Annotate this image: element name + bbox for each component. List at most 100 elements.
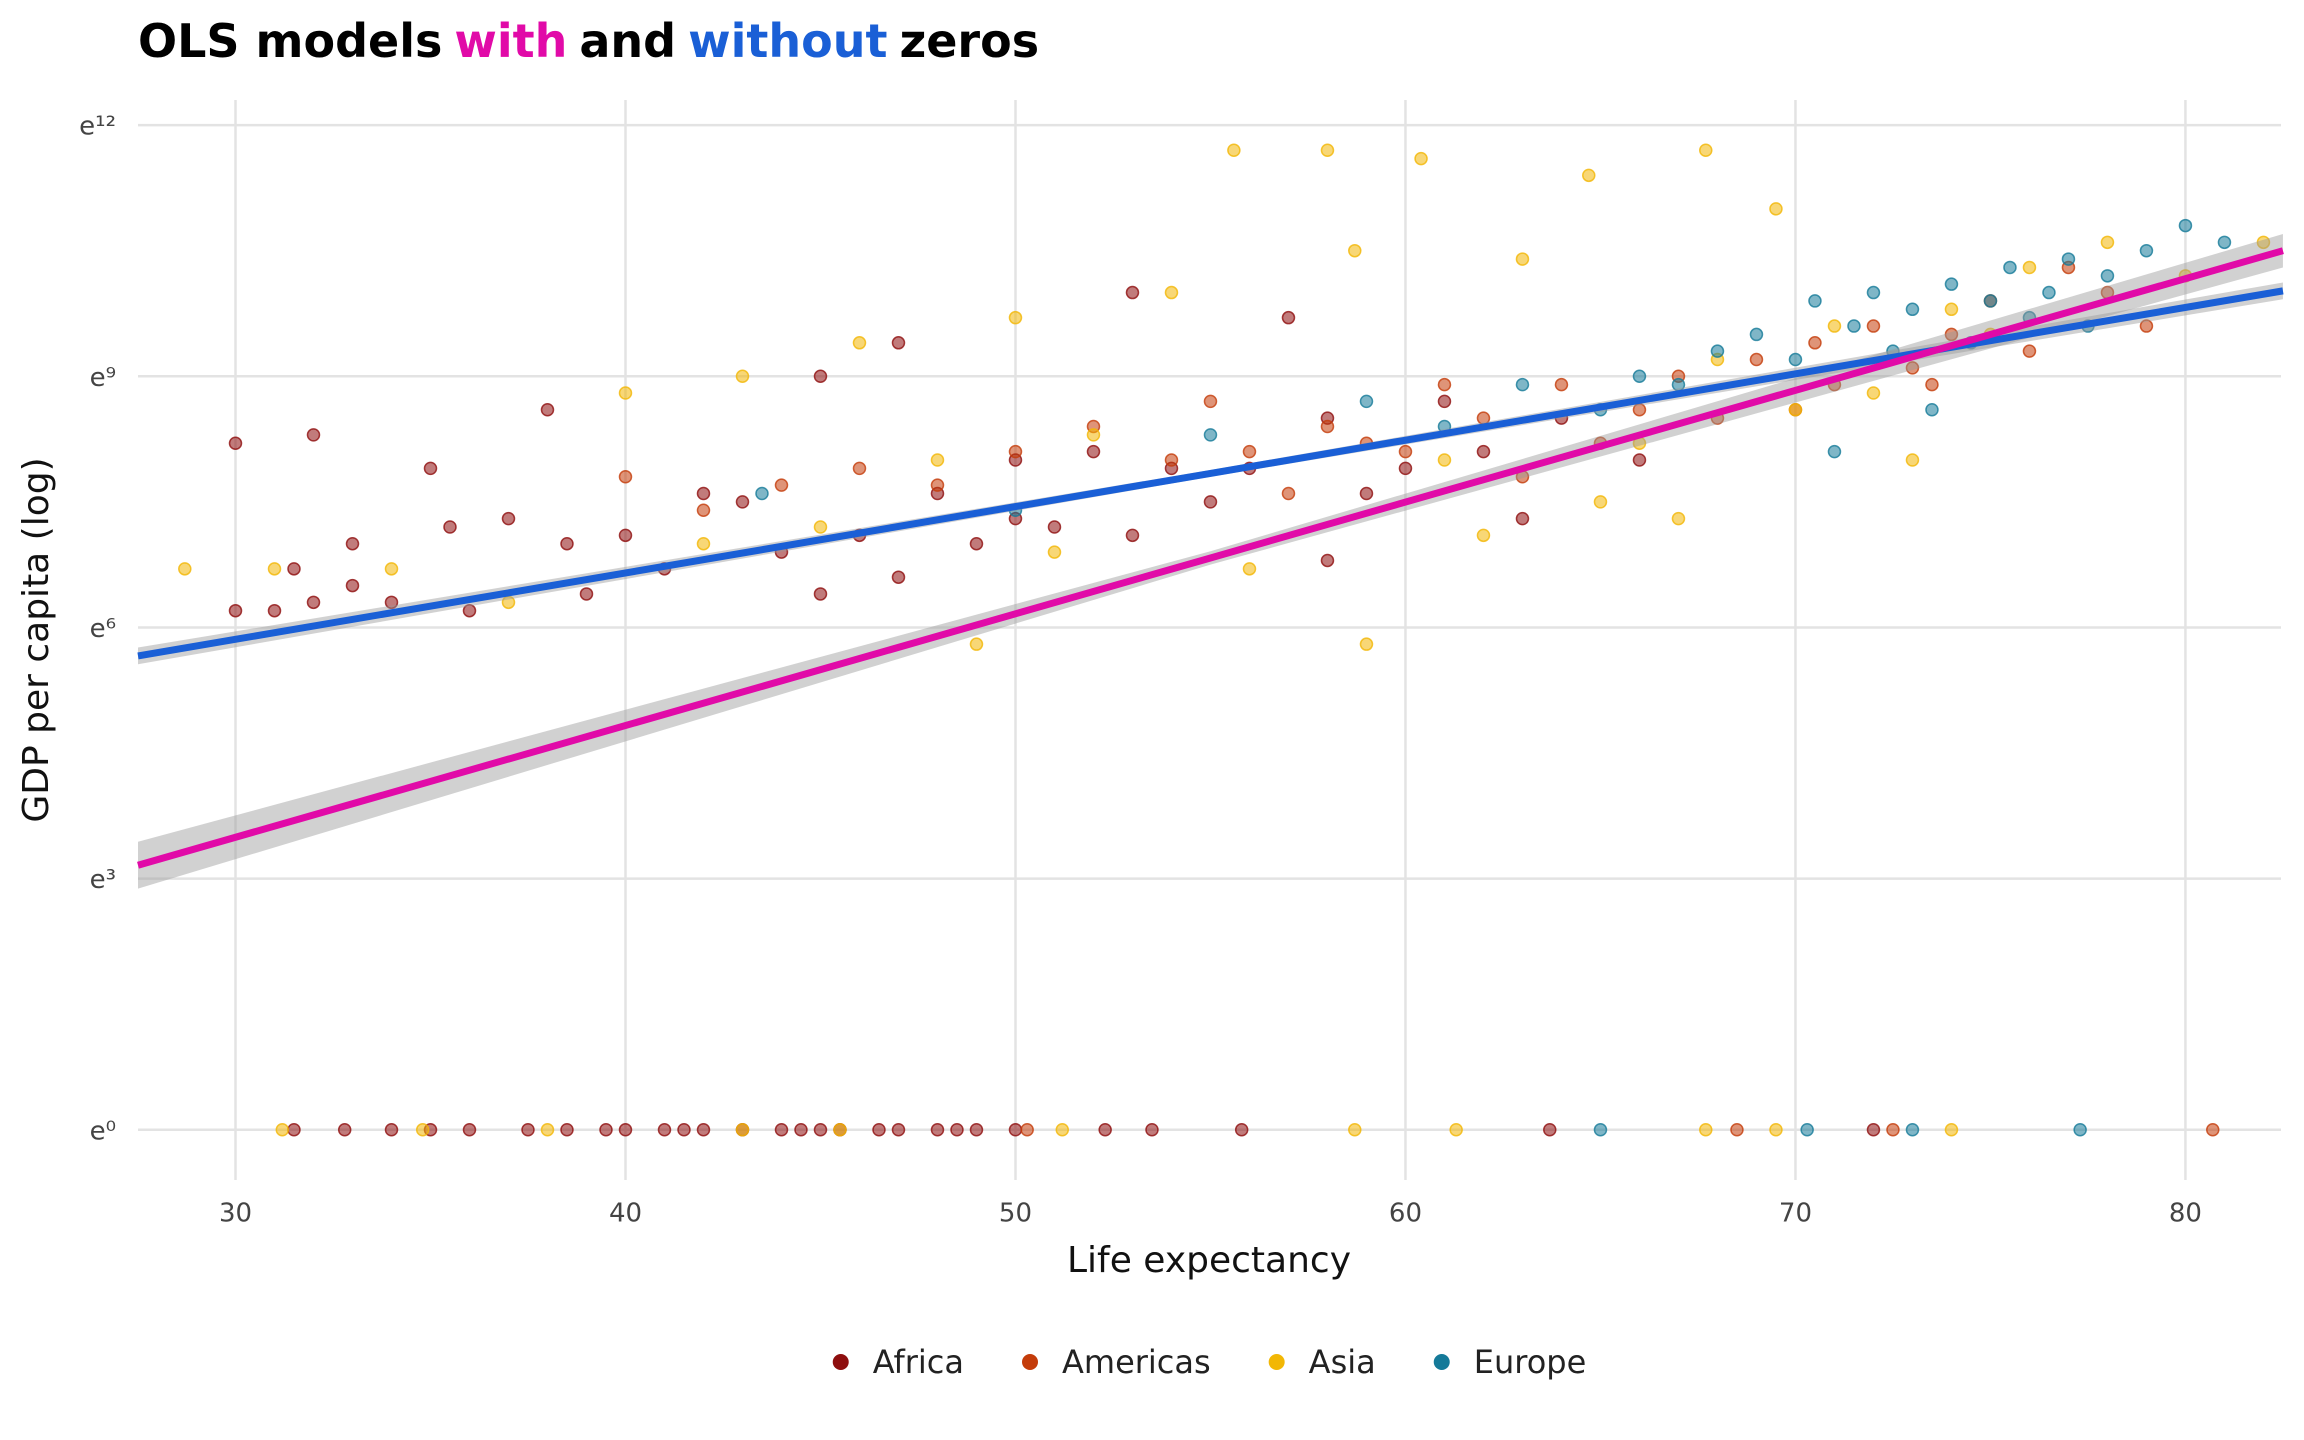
point [1320,143,1335,157]
point [1234,1123,1249,1137]
point [1944,277,1959,291]
point [384,1123,399,1137]
point [2100,269,2115,283]
legend-marker [1022,1354,1038,1370]
point [1632,369,1647,384]
point [178,562,192,576]
point [1808,336,1822,350]
point [1925,377,1939,392]
point [1320,419,1335,434]
y-axis-label: GDP per capita (log) [16,457,57,822]
point [384,595,399,610]
point [1008,310,1023,325]
title-part: with [454,14,567,68]
point [1827,319,1842,333]
point [2256,235,2271,250]
point [1554,377,1569,392]
point [618,528,633,543]
point [813,587,828,601]
point [267,603,282,618]
point [2178,218,2193,233]
point [1788,352,1803,367]
point [306,595,321,610]
point [1905,453,1920,467]
fit-line [137,247,2284,869]
point [267,562,282,576]
point [1047,545,1062,559]
point [872,1123,886,1137]
point [696,536,711,551]
y-tick-label: e⁶ [90,614,116,644]
point [337,1123,352,1137]
point [560,1123,574,1137]
point [540,1123,555,1137]
x-tick-label: 50 [999,1199,1032,1229]
point [1944,1123,1959,1137]
point [735,495,750,509]
point [423,461,438,476]
point [1515,511,1530,526]
point [1983,294,1998,308]
x-tick-label: 80 [2169,1199,2202,1229]
point [1227,143,1241,157]
point [1710,344,1725,358]
point [1098,1123,1112,1137]
point [969,536,984,551]
point [1164,453,1179,467]
point [1281,310,1296,325]
point [1125,528,1140,543]
point [540,403,555,417]
point [462,1123,477,1137]
title-part: zeros [899,14,1039,68]
point [579,587,594,601]
point [1414,151,1428,166]
y-tick-label: e³ [90,865,116,895]
point [560,536,574,551]
point [969,1123,984,1137]
point [852,336,867,350]
point [950,1123,964,1137]
point [2022,344,2037,358]
point [696,1123,711,1137]
point [1281,486,1296,501]
point [1769,1123,1783,1137]
y-tick-label: e⁹ [90,363,116,393]
point [1086,444,1101,459]
point [1866,319,1881,333]
point [2100,235,2115,250]
title-part: without [688,14,887,68]
title-part: and [579,14,676,68]
point [275,1123,290,1137]
legend-label: Asia [1309,1343,1376,1381]
point [1320,553,1335,568]
point [1055,1123,1070,1137]
point [1593,495,1608,509]
point [1808,294,1822,308]
point [1242,444,1257,459]
point [287,562,301,576]
title-part: OLS models [138,14,442,68]
point [2139,243,2154,258]
point [1800,1123,1814,1137]
point [618,1123,633,1137]
point [287,1123,301,1137]
point [1925,403,1939,417]
point [462,603,477,618]
point [1242,562,1257,576]
point [1203,428,1218,442]
point [774,1123,789,1137]
point [1582,168,1596,183]
point [2139,319,2154,333]
point [1905,361,1920,375]
point [521,1123,535,1137]
point [1398,444,1413,459]
point [1905,1123,1920,1137]
point [891,570,906,584]
point [1905,302,1920,317]
legend: Africa Americas Asia Europe [832,1343,1586,1381]
point [1086,428,1101,442]
point [833,1123,847,1137]
point [1593,1123,1608,1137]
point [1699,143,1713,157]
point [891,1123,906,1137]
